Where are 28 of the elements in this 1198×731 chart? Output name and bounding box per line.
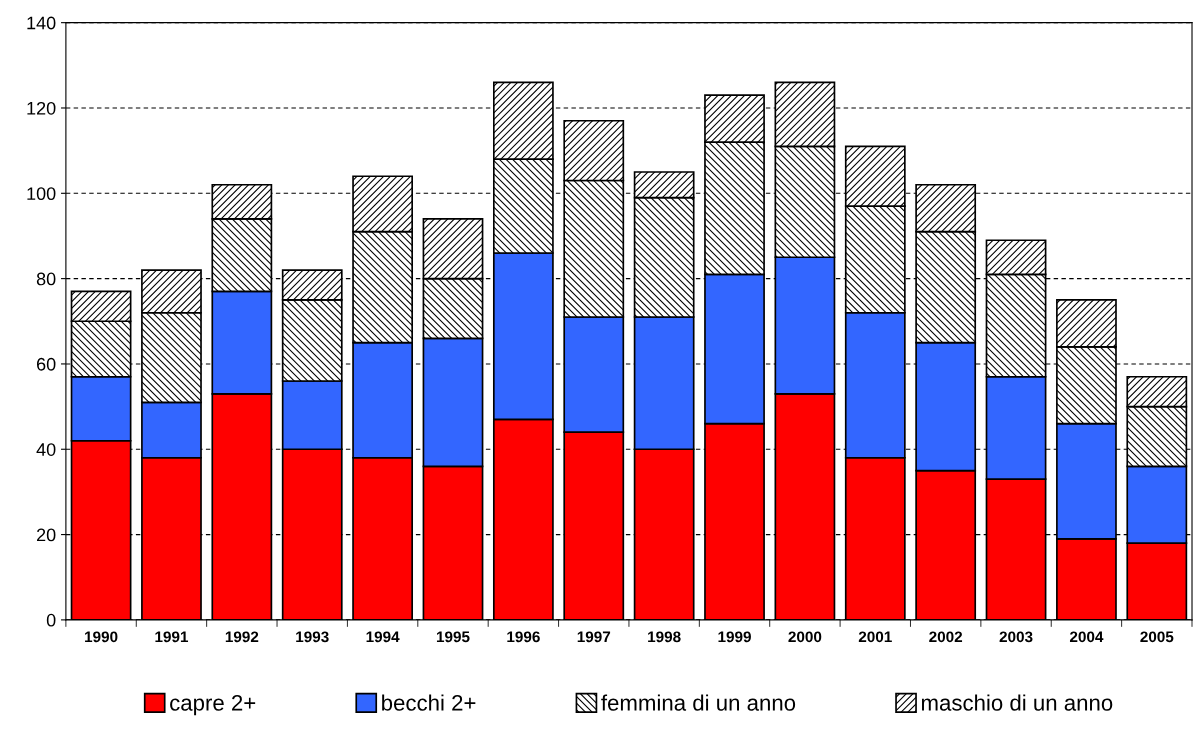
x-tick-label: 1997 xyxy=(577,631,611,643)
y-tick-label: 80 xyxy=(36,272,56,286)
y-tick-label: 60 xyxy=(37,357,56,371)
x-tick-label: 1990 xyxy=(85,631,118,643)
x-tick-label: 2001 xyxy=(858,631,892,643)
y-tick-label: 120 xyxy=(27,101,56,115)
legend-label: maschio di un anno xyxy=(921,694,1113,711)
y-tick-label: 100 xyxy=(27,187,56,201)
x-tick-label: 1994 xyxy=(366,631,400,643)
x-tick-label: 1991 xyxy=(155,631,189,643)
legend-label: becchi 2+ xyxy=(382,694,476,711)
legend-label: femmina di un anno xyxy=(601,694,796,711)
y-tick-label: 20 xyxy=(37,528,56,542)
x-tick-label: 1993 xyxy=(296,631,329,643)
x-tick-label: 1995 xyxy=(436,631,470,643)
y-tick-label: 0 xyxy=(46,613,56,627)
x-tick-label: 2002 xyxy=(929,631,963,643)
legend-label: capre 2+ xyxy=(170,695,256,716)
x-tick-label: 1999 xyxy=(718,631,751,643)
x-tick-label: 1992 xyxy=(225,631,259,643)
y-tick-label: 40 xyxy=(36,443,56,456)
x-tick-label: 1998 xyxy=(648,631,681,643)
x-tick-label: 2004 xyxy=(1069,631,1104,643)
x-tick-label: 2003 xyxy=(999,631,1033,643)
x-tick-label: 1996 xyxy=(507,631,540,643)
x-tick-label: 2000 xyxy=(788,631,822,643)
y-tick-label: 140 xyxy=(27,16,56,30)
x-tick-label: 2005 xyxy=(1140,631,1174,643)
